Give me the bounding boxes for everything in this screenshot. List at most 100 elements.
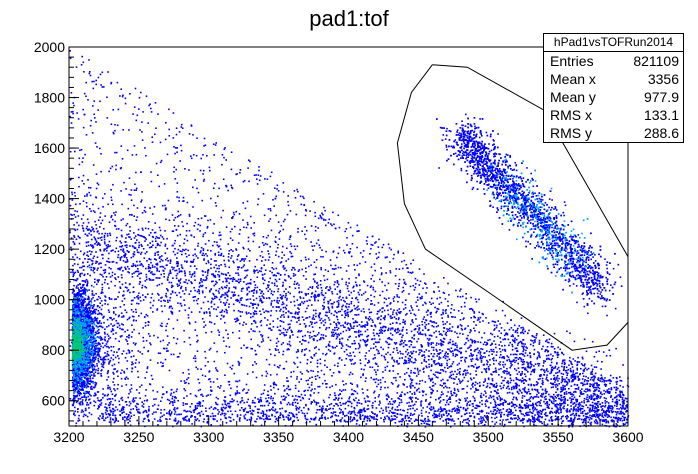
heatmap-bin: [73, 235, 75, 237]
heatmap-bin: [559, 348, 561, 351]
heatmap-bin: [184, 252, 187, 255]
heatmap-bin: [307, 293, 309, 295]
heatmap-bin: [307, 288, 310, 290]
heatmap-bin: [592, 405, 594, 408]
heatmap-bin: [406, 344, 408, 346]
heatmap-bin: [206, 227, 209, 229]
heatmap-bin: [423, 367, 425, 370]
heatmap-bin: [114, 123, 116, 126]
heatmap-bin: [575, 414, 578, 417]
heatmap-bin: [126, 329, 129, 331]
heatmap-bin: [237, 266, 239, 268]
heatmap-bin: [419, 297, 422, 299]
heatmap-bin: [378, 316, 380, 319]
heatmap-bin: [235, 249, 238, 251]
heatmap-bin: [503, 379, 505, 382]
heatmap-bin: [562, 384, 564, 387]
heatmap-bin: [218, 267, 220, 270]
heatmap-bin: [377, 246, 380, 248]
heatmap-bin: [554, 351, 556, 353]
heatmap-bin: [391, 357, 393, 360]
heatmap-bin: [269, 288, 271, 291]
heatmap-bin: [307, 331, 309, 333]
heatmap-bin: [529, 393, 531, 395]
heatmap-bin: [564, 385, 566, 387]
heatmap-bin: [210, 331, 213, 333]
heatmap-bin: [321, 289, 323, 292]
heatmap-bin: [454, 348, 456, 351]
heatmap-bin: [354, 281, 357, 284]
heatmap-bin: [404, 359, 406, 362]
heatmap-bin: [353, 355, 356, 357]
heatmap-bin: [218, 298, 221, 301]
heatmap-bin: [246, 346, 249, 349]
heatmap-bin: [408, 293, 410, 295]
heatmap-bin: [370, 285, 373, 287]
heatmap-bin: [613, 386, 616, 389]
heatmap-bin: [418, 268, 421, 270]
heatmap-bin: [382, 243, 385, 246]
heatmap-bin: [522, 422, 524, 424]
heatmap-bin: [471, 358, 474, 360]
heatmap-bin: [114, 273, 116, 275]
heatmap-bin: [158, 237, 161, 239]
heatmap-bin: [301, 349, 304, 351]
heatmap-bin: [94, 237, 96, 240]
heatmap-bin: [331, 224, 333, 227]
heatmap-bin: [155, 246, 157, 249]
heatmap-bin: [574, 376, 577, 379]
heatmap-bin: [495, 359, 497, 362]
heatmap-bin: [225, 345, 228, 348]
heatmap-bin: [91, 251, 93, 253]
heatmap-bin: [602, 351, 605, 353]
heatmap-bin: [141, 191, 143, 193]
heatmap-bin: [610, 387, 613, 389]
heatmap-bin: [447, 316, 449, 318]
heatmap-bin: [620, 417, 623, 420]
heatmap-bin: [471, 339, 473, 342]
heatmap-bin: [573, 391, 575, 393]
heatmap-bin: [427, 355, 430, 357]
heatmap-bin: [207, 272, 209, 274]
heatmap-bin: [592, 383, 594, 386]
heatmap-bin: [366, 389, 369, 391]
heatmap-bin: [512, 329, 515, 331]
heatmap-bin: [284, 279, 287, 282]
heatmap-bin: [544, 349, 547, 351]
heatmap-bin: [320, 333, 323, 336]
heatmap-bin: [464, 369, 466, 372]
heatmap-bin: [561, 352, 563, 355]
heatmap-bin: [200, 250, 202, 252]
heatmap-bin: [229, 366, 232, 369]
heatmap-bin: [442, 370, 445, 372]
heatmap-bin: [177, 279, 180, 282]
heatmap-bin: [349, 401, 352, 403]
heatmap-bin: [607, 402, 610, 404]
heatmap-bin: [351, 358, 353, 361]
heatmap-bin: [573, 377, 576, 379]
heatmap-bin: [407, 359, 410, 362]
heatmap-bin: [517, 358, 520, 360]
heatmap-bin: [258, 270, 261, 272]
heatmap-bin: [296, 299, 299, 301]
heatmap-bin: [464, 361, 467, 363]
heatmap-bin: [520, 331, 523, 334]
heatmap-bin: [296, 366, 299, 368]
heatmap-bin: [121, 256, 123, 258]
heatmap-bin: [430, 378, 433, 381]
heatmap-bin: [270, 290, 273, 292]
heatmap-bin: [512, 353, 515, 356]
heatmap-bin: [289, 236, 291, 238]
heatmap-bin: [534, 363, 537, 365]
heatmap-bin: [208, 378, 210, 381]
heatmap-bin: [344, 300, 346, 303]
heatmap-bin: [74, 195, 76, 197]
heatmap-bin: [205, 331, 207, 334]
heatmap-bin: [322, 399, 325, 402]
heatmap-bin: [221, 311, 223, 313]
heatmap-bin: [348, 282, 350, 284]
heatmap-bin: [267, 250, 269, 252]
heatmap-bin: [227, 256, 230, 258]
heatmap-bin: [493, 324, 496, 327]
heatmap-bin: [218, 278, 221, 281]
